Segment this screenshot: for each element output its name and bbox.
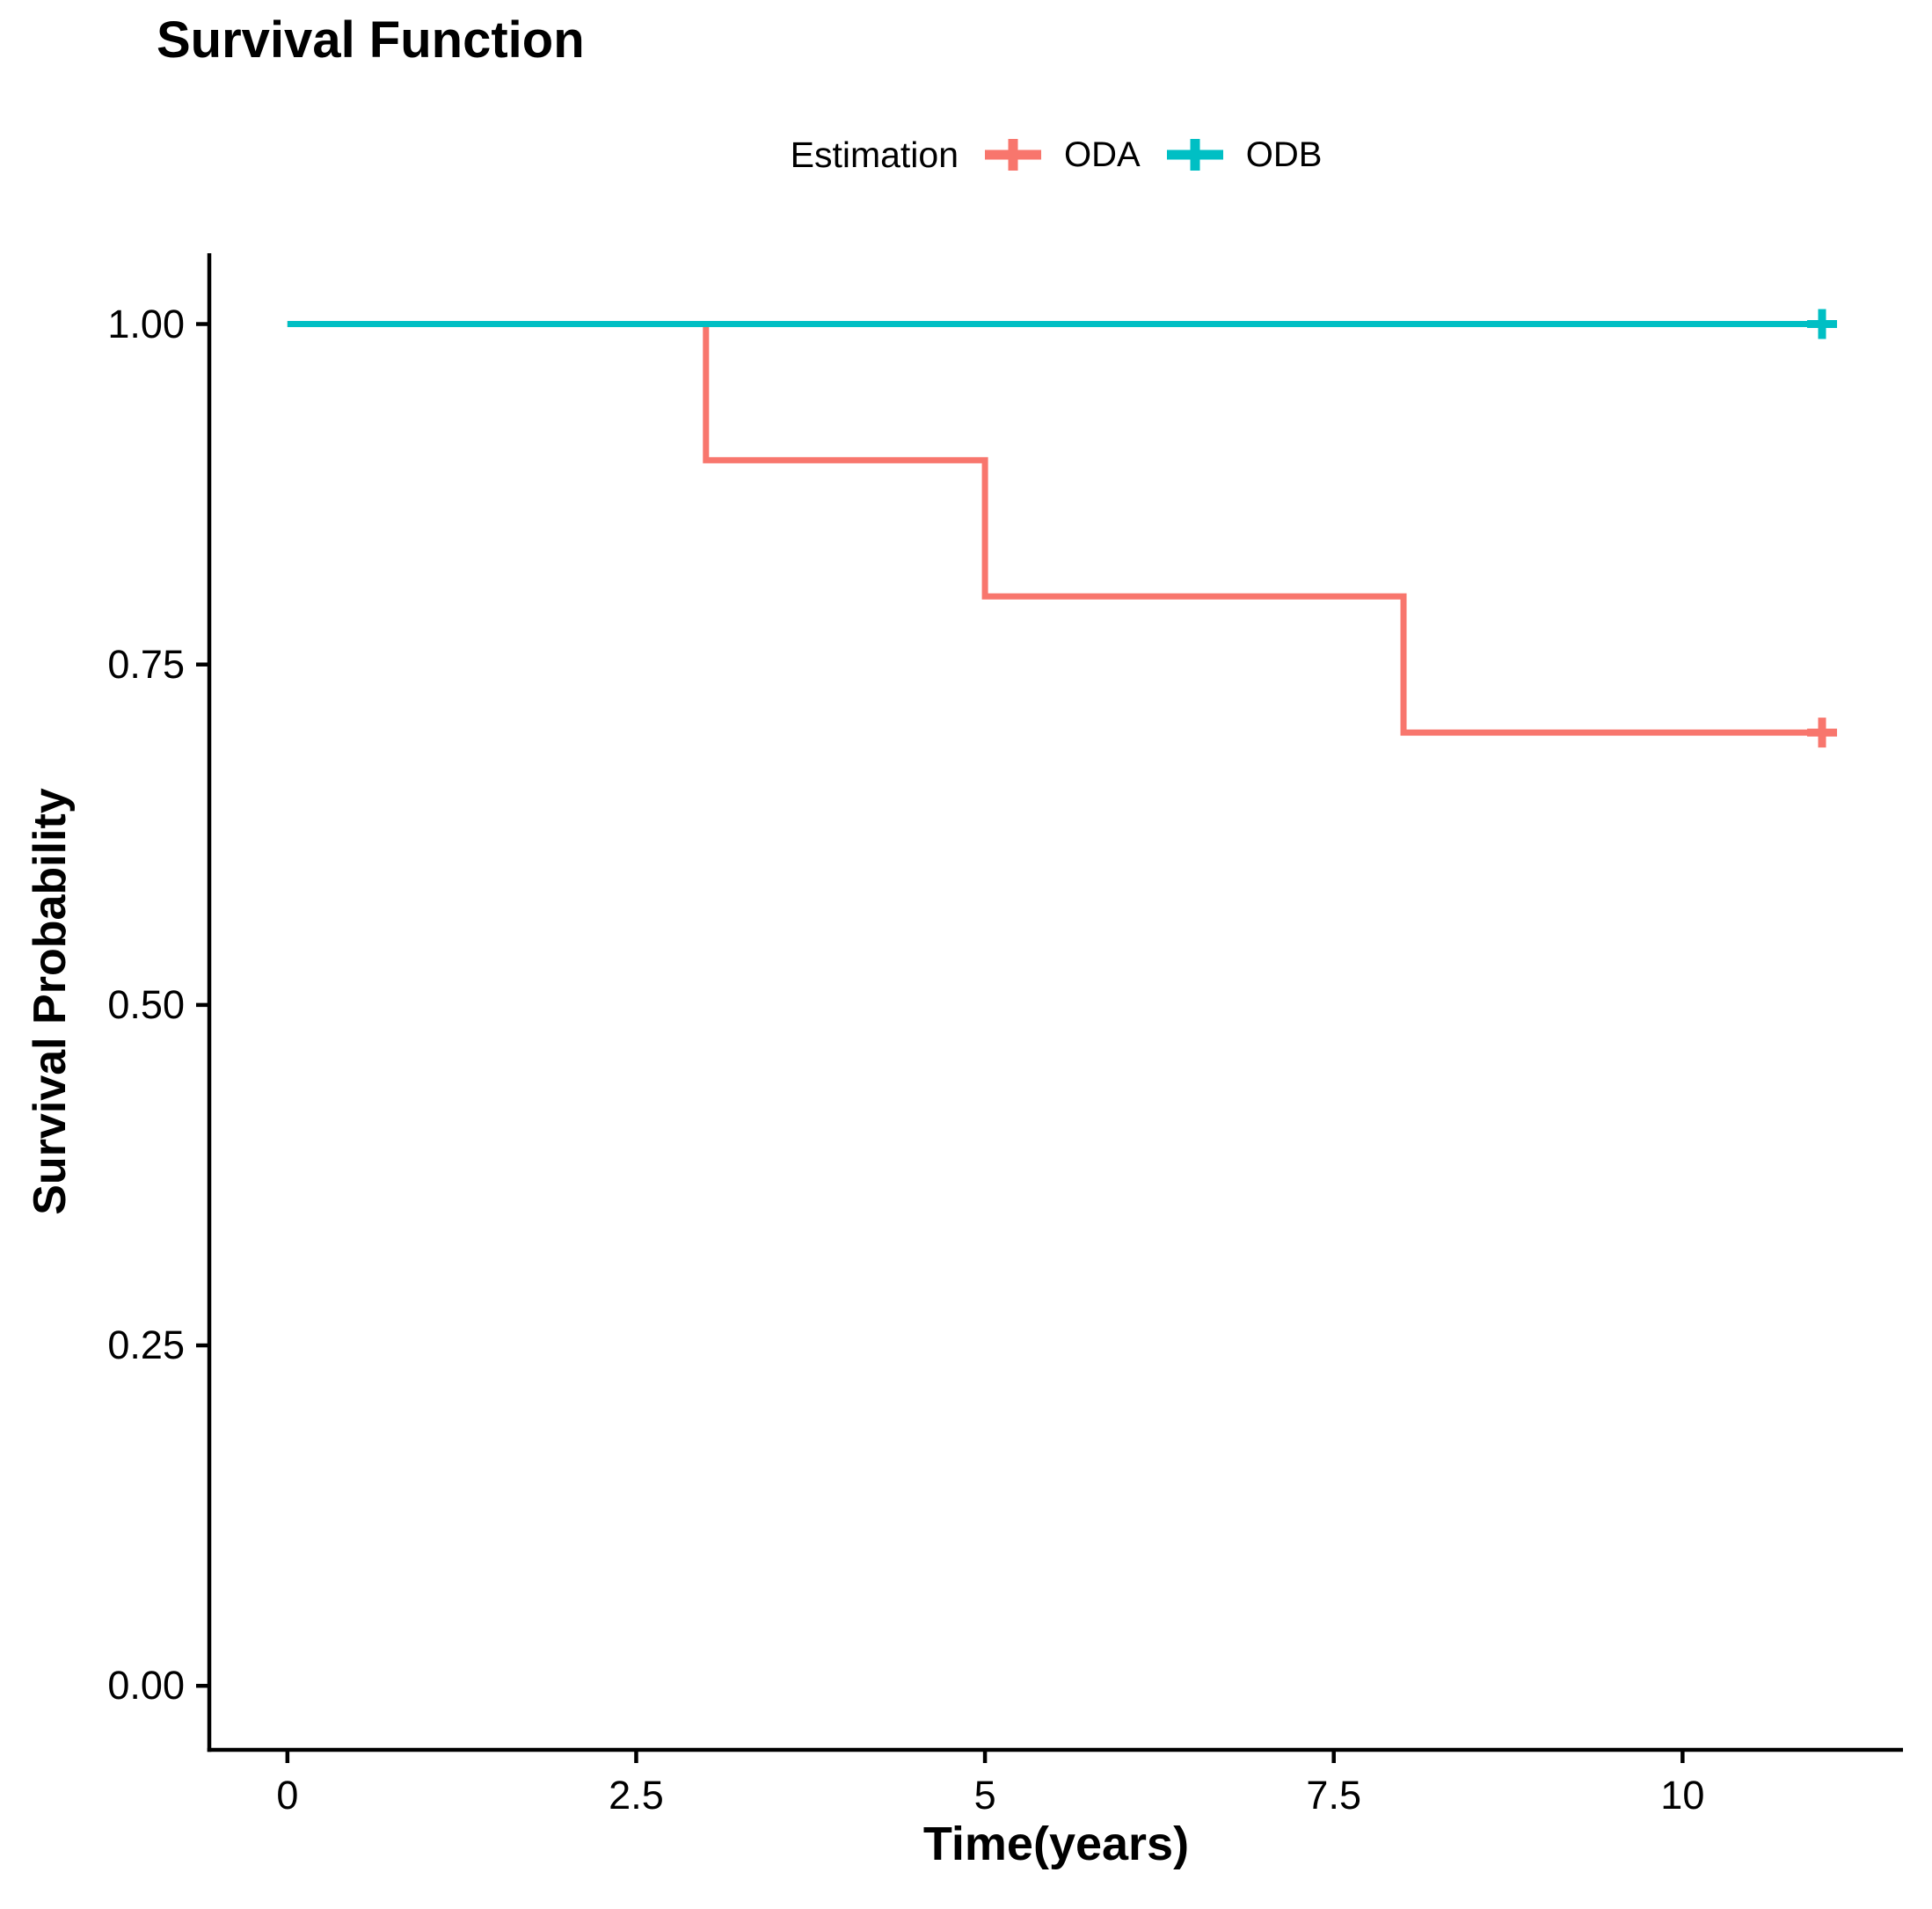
legend-label-oda: ODA	[1064, 135, 1141, 174]
chart-title: Survival Function	[157, 11, 585, 69]
legend-item-odb: ODB	[1166, 135, 1323, 175]
x-tick-label: 5	[973, 1773, 996, 1818]
x-tick-label: 0	[276, 1773, 299, 1818]
y-tick-label: 0.25	[107, 1322, 185, 1368]
legend-label-odb: ODB	[1245, 135, 1323, 174]
x-axis-title: Time(years)	[922, 1818, 1190, 1870]
legend: Estimation ODA ODB	[209, 128, 1903, 181]
x-tick-label: 7.5	[1306, 1773, 1361, 1818]
y-tick-label: 1.00	[107, 301, 185, 346]
y-tick-label: 0.00	[107, 1663, 185, 1709]
legend-title: Estimation	[790, 134, 959, 175]
y-tick-label: 0.50	[107, 981, 185, 1027]
censor-plus-icon	[1166, 139, 1223, 171]
y-tick-label: 0.75	[107, 641, 185, 687]
x-tick-label: 10	[1660, 1773, 1705, 1818]
oda-survival-curve	[287, 321, 1822, 736]
censor-plus-icon	[985, 139, 1042, 171]
legend-item-oda: ODA	[985, 135, 1141, 175]
x-tick-label: 2.5	[609, 1773, 664, 1818]
